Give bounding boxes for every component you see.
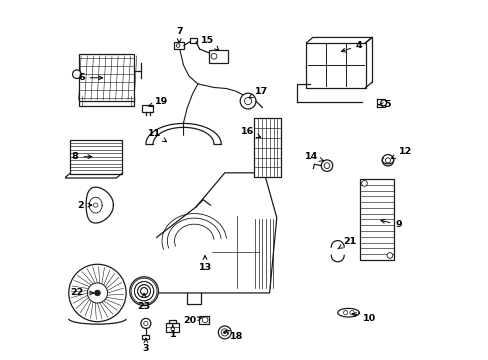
Circle shape: [93, 203, 98, 207]
Text: 14: 14: [305, 152, 324, 161]
Text: 4: 4: [341, 41, 362, 52]
Text: 22: 22: [70, 288, 93, 297]
Circle shape: [211, 53, 217, 59]
Bar: [306, 43, 365, 87]
Circle shape: [202, 317, 207, 323]
Circle shape: [386, 253, 392, 258]
Circle shape: [382, 154, 393, 166]
Bar: [208, 50, 228, 63]
Circle shape: [244, 98, 251, 105]
Circle shape: [72, 70, 81, 78]
Bar: [199, 316, 209, 324]
Circle shape: [143, 321, 148, 325]
Bar: [254, 118, 281, 177]
Text: 6: 6: [78, 73, 102, 82]
Circle shape: [343, 311, 347, 315]
Bar: [360, 179, 393, 260]
Text: 7: 7: [176, 27, 182, 42]
Bar: [79, 54, 134, 101]
Text: 1: 1: [169, 325, 176, 339]
Circle shape: [69, 264, 126, 321]
Circle shape: [240, 93, 255, 109]
Circle shape: [361, 180, 366, 186]
Text: 5: 5: [378, 100, 390, 109]
Circle shape: [349, 311, 353, 315]
Text: 11: 11: [147, 129, 166, 142]
Text: 9: 9: [380, 220, 401, 229]
Text: 8: 8: [72, 152, 92, 161]
Text: 13: 13: [198, 256, 211, 273]
Text: 23: 23: [137, 293, 150, 311]
Circle shape: [223, 331, 226, 334]
Circle shape: [141, 319, 151, 328]
Bar: [174, 42, 183, 49]
Text: 19: 19: [148, 97, 168, 107]
Text: 18: 18: [225, 330, 243, 341]
Text: 12: 12: [390, 147, 411, 158]
Polygon shape: [86, 187, 113, 223]
Text: 3: 3: [142, 338, 149, 353]
Circle shape: [176, 44, 180, 47]
Circle shape: [321, 160, 332, 171]
Circle shape: [221, 329, 228, 336]
Bar: [166, 323, 179, 332]
Bar: [142, 334, 149, 339]
Circle shape: [385, 158, 389, 163]
Text: 17: 17: [248, 86, 268, 98]
Circle shape: [87, 283, 107, 303]
Text: 16: 16: [240, 127, 260, 138]
Bar: [79, 96, 134, 107]
Text: 21: 21: [337, 237, 355, 249]
Text: 15: 15: [201, 36, 218, 50]
Bar: [142, 105, 152, 112]
Circle shape: [218, 326, 231, 339]
Circle shape: [129, 277, 158, 306]
Polygon shape: [156, 173, 276, 293]
Circle shape: [94, 290, 100, 296]
Text: 2: 2: [77, 201, 92, 210]
Bar: [69, 140, 122, 174]
Circle shape: [324, 163, 329, 168]
Circle shape: [380, 100, 386, 106]
Text: 10: 10: [351, 313, 375, 323]
Bar: [189, 38, 196, 42]
Text: 20: 20: [183, 316, 202, 325]
